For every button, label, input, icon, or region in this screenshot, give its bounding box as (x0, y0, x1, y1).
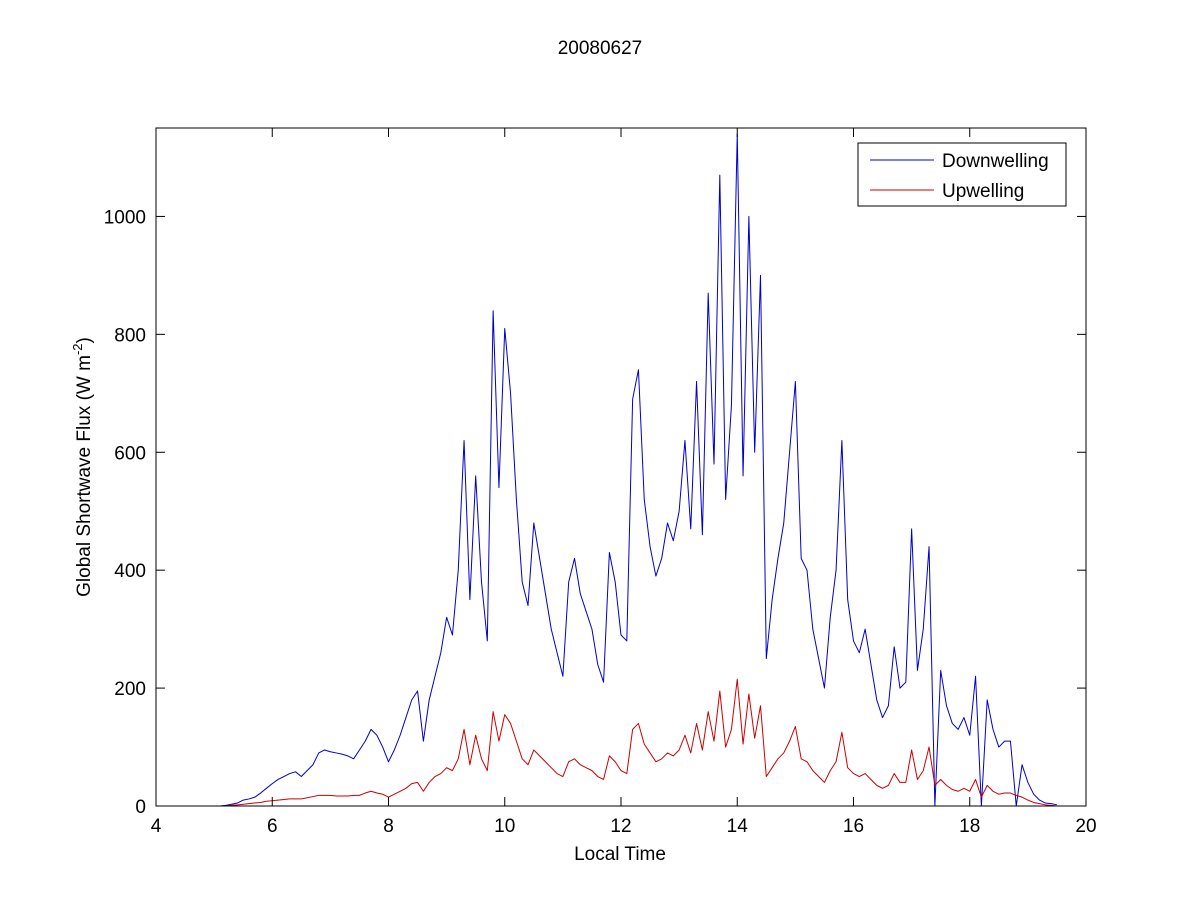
legend: Downwelling Upwelling (857, 142, 1067, 207)
y-tick-label: 600 (114, 443, 146, 464)
x-tick-label: 6 (267, 816, 278, 837)
legend-label: Downwelling (942, 151, 1049, 172)
y-tick-label: 0 (135, 797, 146, 818)
x-axis-label: Local Time (574, 844, 666, 865)
y-tick-label: 200 (114, 679, 146, 700)
x-tick-label: 20 (1075, 816, 1096, 837)
y-tick-label: 800 (114, 325, 146, 346)
x-tick-label: 8 (383, 816, 394, 837)
y-axis-label-text: Global Shortwave Flux (W m (74, 355, 95, 597)
x-tick-label: 14 (727, 816, 749, 837)
x-tick-label: 10 (494, 816, 515, 837)
x-tick-label: 12 (610, 816, 631, 837)
x-tick-label: 16 (843, 816, 864, 837)
chart-title: 20080627 (558, 38, 643, 59)
x-tick-label: 18 (959, 816, 980, 837)
y-tick-label: 1000 (104, 207, 146, 228)
legend-box (857, 142, 1067, 207)
y-tick-label: 400 (114, 561, 146, 582)
y-axis-label-end: ) (74, 337, 95, 343)
x-tick-label: 4 (151, 816, 162, 837)
y-axis-label-sup: -2 (70, 343, 85, 355)
legend-label: Upwelling (942, 181, 1024, 202)
y-axis-label: Global Shortwave Flux (W m-2) (70, 337, 95, 597)
